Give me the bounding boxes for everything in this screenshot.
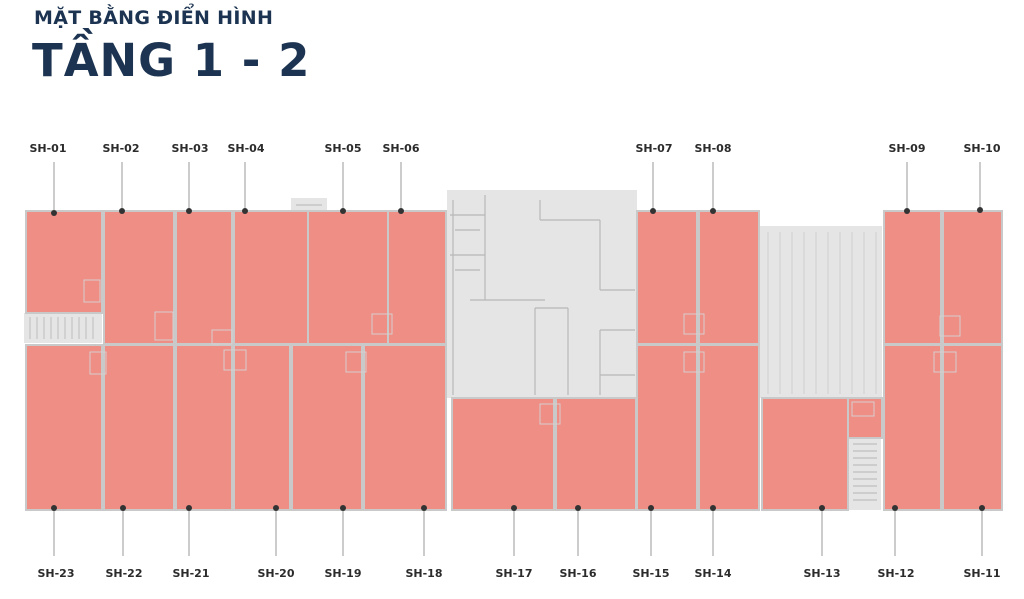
unit-fixture [683,351,705,373]
shophouse-unit [555,397,637,511]
unit-fixture [89,351,107,375]
unit-label-top: SH-02 [102,142,139,155]
unit-fixture [223,349,247,371]
unit-label-bottom: SH-14 [694,567,731,580]
shophouse-unit [175,210,233,345]
unit-label-bottom: SH-11 [963,567,1000,580]
unit-label-top: SH-05 [324,142,361,155]
shophouse-unit [291,344,363,511]
unit-label-top: SH-09 [888,142,925,155]
unit-pin [186,505,192,511]
shaft [615,196,635,234]
unit-label-bottom: SH-19 [324,567,361,580]
unit-fixture [154,311,174,341]
shophouse-unit [451,397,555,511]
unit-label-bottom: SH-17 [495,567,532,580]
unit-label-top: SH-06 [382,142,419,155]
unit-label-bottom: SH-18 [405,567,442,580]
unit-label-bottom: SH-13 [803,567,840,580]
unit-fixture [539,403,561,425]
shophouse-unit [233,344,291,511]
shophouse-unit [233,210,309,345]
shophouse-unit [636,344,698,511]
shophouse-unit [25,344,103,511]
shophouse-unit [636,210,698,345]
unit-pin [398,208,404,214]
shophouse-unit [103,344,175,511]
unit-label-top: SH-07 [635,142,672,155]
unit-pin [340,208,346,214]
unit-pin [120,505,126,511]
unit-label-top: SH-01 [29,142,66,155]
unit-pin [710,505,716,511]
unit-pin [979,505,985,511]
unit-label-top: SH-04 [227,142,264,155]
unit-label-bottom: SH-22 [105,567,142,580]
unit-label-top: SH-10 [963,142,1000,155]
shophouse-unit [175,344,233,511]
plan-subtitle: MẶT BẰNG ĐIỂN HÌNH [34,7,274,29]
shophouse-unit [363,344,447,511]
unit-label-bottom: SH-12 [877,567,914,580]
shophouse-unit [698,344,760,511]
unit-label-bottom: SH-21 [172,567,209,580]
unit-pin [119,208,125,214]
unit-fixture [939,315,961,337]
unit-label-bottom: SH-23 [37,567,74,580]
shophouse-unit [103,210,175,345]
unit-pin [648,505,654,511]
unit-pin [819,505,825,511]
unit-pin [51,505,57,511]
unit-fixture [211,329,233,345]
unit-label-bottom: SH-20 [257,567,294,580]
plan-title: TẦNG 1 - 2 [32,34,311,87]
unit-pin [977,207,983,213]
unit-label-top: SH-08 [694,142,731,155]
unit-label-bottom: SH-15 [632,567,669,580]
unit-pin [650,208,656,214]
unit-fixture [933,351,957,373]
unit-pin [511,505,517,511]
unit-fixture [371,313,393,335]
unit-pin [51,210,57,216]
shophouse-unit [847,397,883,439]
shophouse-unit [942,210,1003,345]
unit-pin [892,505,898,511]
shophouse-unit [387,210,447,345]
unit-pin [710,208,716,214]
shophouse-unit [25,210,103,314]
unit-pin [421,505,427,511]
unit-fixture [683,313,705,335]
unit-fixture [851,401,875,417]
unit-pin [242,208,248,214]
shophouse-unit [883,210,942,345]
entrance-stair [24,313,102,343]
core-area [447,190,637,398]
stair-core-lower [849,438,881,510]
unit-label-top: SH-03 [171,142,208,155]
unit-pin [575,505,581,511]
unit-pin [273,505,279,511]
unit-pin [904,208,910,214]
unit-pin [186,208,192,214]
shophouse-unit [698,210,760,345]
unit-fixture [345,351,367,373]
shophouse-unit [942,344,1003,511]
unit-pin [340,505,346,511]
shophouse-unit [883,344,942,511]
unit-label-bottom: SH-16 [559,567,596,580]
shophouse-unit [761,397,849,511]
shophouse-unit [307,210,389,345]
unit-fixture [83,279,101,303]
